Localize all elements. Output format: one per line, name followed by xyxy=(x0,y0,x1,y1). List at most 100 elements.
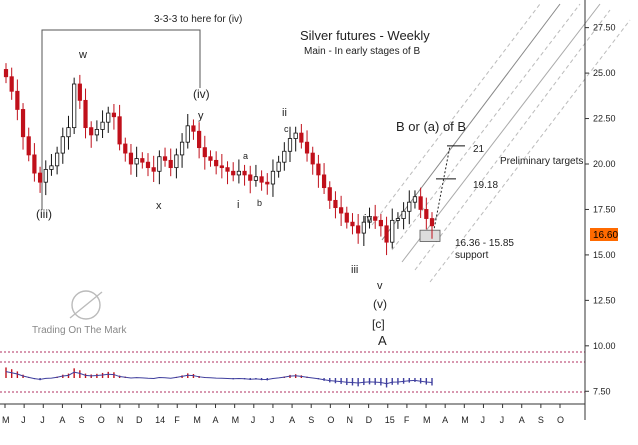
price-candles xyxy=(3,63,435,256)
candle-body xyxy=(310,152,315,165)
x-tick-label: M xyxy=(232,415,240,425)
candle-body xyxy=(157,156,162,172)
candle-body xyxy=(401,210,406,219)
y-tick-label: 10.00 xyxy=(593,341,616,351)
x-tick-label: M xyxy=(461,415,469,425)
candle-body xyxy=(407,201,412,212)
wave-A-label: A xyxy=(378,333,387,348)
channel-line xyxy=(391,3,581,251)
candle-body xyxy=(123,143,128,154)
candle-body xyxy=(225,167,230,172)
wave-v-label: v xyxy=(377,280,383,292)
last-price-value: 16.60 xyxy=(593,230,618,241)
candle-body xyxy=(37,172,43,183)
chart-title: Silver futures - Weekly xyxy=(300,28,430,43)
candle-body xyxy=(168,159,173,169)
watermark-arrow-icon xyxy=(69,291,103,319)
candle-body xyxy=(242,170,247,176)
candle-body xyxy=(293,132,298,139)
candle-body xyxy=(412,196,418,203)
wave-iv-label: iv xyxy=(364,213,372,225)
candle-body xyxy=(270,170,276,185)
candle-body xyxy=(429,218,435,227)
candle-body xyxy=(77,83,82,101)
oscillator-line xyxy=(5,371,433,385)
candle-body xyxy=(384,225,389,243)
candle-body xyxy=(128,152,134,165)
channel-line xyxy=(414,9,611,271)
x-tick-label: J xyxy=(270,415,275,425)
bracket-note: 3-3-3 to here for (iv) xyxy=(154,14,242,25)
candle-body xyxy=(43,169,48,183)
candle-body xyxy=(111,112,117,118)
candle-body xyxy=(208,156,213,161)
candle-body xyxy=(321,174,327,189)
support-box xyxy=(419,229,441,242)
last-price-badge xyxy=(590,228,618,241)
candle-body xyxy=(151,167,156,172)
channel-line xyxy=(429,19,631,283)
x-tick-label: M xyxy=(2,415,10,425)
candle-body xyxy=(9,76,14,92)
y-tick-label: 15.00 xyxy=(593,250,616,260)
candle-body xyxy=(276,161,281,172)
candle-body xyxy=(49,165,54,170)
x-tick-label: A xyxy=(519,415,525,425)
candle-body xyxy=(287,138,293,152)
candle-body xyxy=(179,141,185,156)
candle-body xyxy=(424,209,429,219)
candle-body xyxy=(55,152,60,167)
wave-b-label: b xyxy=(257,198,262,208)
wave-iii-paren-label: (iii) xyxy=(36,207,52,221)
candle-body xyxy=(367,216,372,223)
candle-body xyxy=(299,132,304,143)
candle-body xyxy=(32,154,37,174)
x-tick-label: S xyxy=(79,415,85,425)
wave-B-label: B or (a) of B xyxy=(396,119,466,134)
candle-body xyxy=(134,158,139,165)
projection-path xyxy=(431,145,451,241)
wave-v-paren-label: (v) xyxy=(373,297,387,311)
wave-x-label: x xyxy=(156,200,162,212)
y-tick-label: 27.50 xyxy=(593,23,616,33)
x-tick-label: 15 xyxy=(385,415,395,425)
x-tick-label: A xyxy=(59,415,65,425)
x-tick-label: M xyxy=(423,415,431,425)
last-price-tag: 16.60 xyxy=(590,228,618,241)
channel-line xyxy=(401,3,601,263)
candle-body xyxy=(162,156,168,161)
candle-body xyxy=(361,221,366,234)
candle-body xyxy=(373,216,378,221)
candle-body xyxy=(94,129,99,136)
y-tick-label: 17.50 xyxy=(593,204,616,214)
candle-body xyxy=(191,125,196,132)
candle-body xyxy=(100,121,105,130)
x-tick-label: 14 xyxy=(155,415,165,425)
wave-w-label: w xyxy=(78,49,87,61)
chart-subtitle: Main - In early stages of B xyxy=(304,46,420,57)
candle-body xyxy=(106,112,111,123)
x-tick-label: J xyxy=(480,415,485,425)
wave-iii-label: iii xyxy=(351,264,358,276)
x-tick-label: F xyxy=(174,415,180,425)
support-range-label: 16.36 - 15.85 xyxy=(455,238,514,249)
x-tick-label: J xyxy=(40,415,45,425)
candle-body xyxy=(3,69,9,78)
wave-c-label: c xyxy=(284,124,289,134)
candle-body xyxy=(350,221,355,227)
indicator-panel xyxy=(0,351,585,393)
candle-body xyxy=(259,176,264,183)
candle-body xyxy=(197,130,202,149)
x-tick-label: S xyxy=(308,415,314,425)
candle-body xyxy=(304,141,310,154)
wave-ii-label: ii xyxy=(282,107,287,119)
x-tick-label: M xyxy=(193,415,201,425)
x-tick-label: O xyxy=(327,415,334,425)
candle-body xyxy=(248,174,253,181)
candle-body xyxy=(26,136,31,156)
x-tick-label: N xyxy=(346,415,353,425)
y-tick-label: 12.50 xyxy=(593,295,616,305)
x-tick-label: A xyxy=(289,415,295,425)
